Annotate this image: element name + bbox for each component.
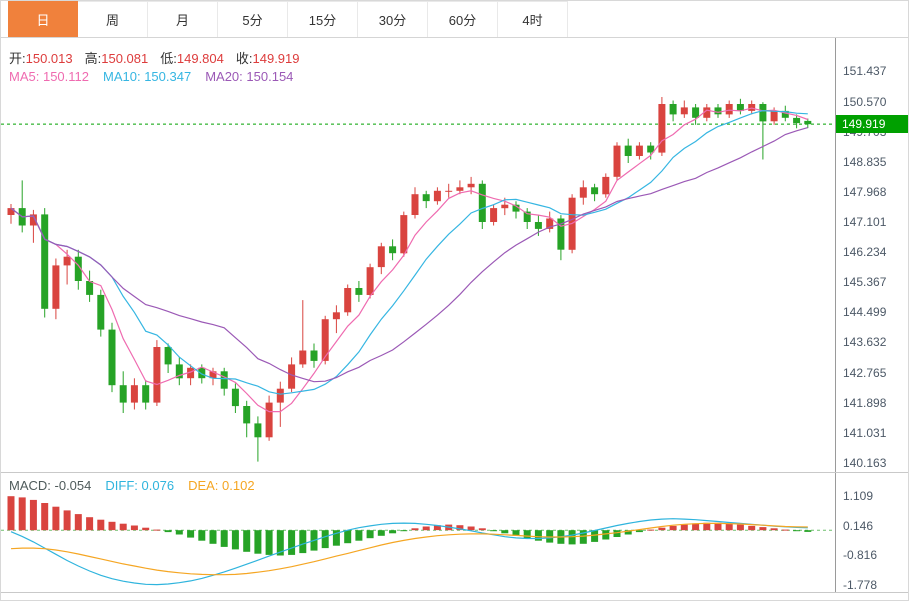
high-label: 高:: [84, 51, 102, 66]
macd-value-legend: MACD: -0.054: [9, 478, 92, 493]
low-group: 低:149.804: [160, 48, 224, 67]
ohlc-header: 开:150.013 高:150.081 低:149.804 收:149.919: [9, 48, 300, 67]
price-tick-label: 147.101: [843, 215, 887, 229]
period-toolbar: 日周月 5分 15分 30分 60分 4时: [1, 1, 908, 38]
close-group: 收:149.919: [236, 48, 300, 67]
macd-chart[interactable]: [1, 473, 835, 592]
high-group: 高:150.081: [85, 48, 149, 67]
current-price-badge: 149.919: [836, 115, 908, 134]
macd-tick-label: 1.109: [843, 488, 874, 503]
macd-tick-label: -0.816: [843, 548, 878, 563]
price-tick-label: 148.835: [843, 154, 887, 169]
close-value: 149.919: [252, 51, 300, 66]
ma20-legend: MA20: 150.154: [205, 69, 294, 84]
ma-legend: MA5: 150.112 MA10: 150.347 MA20: 150.154: [9, 69, 293, 84]
period-tab-6[interactable]: 60分: [428, 1, 498, 37]
period-tab-4[interactable]: 15分: [288, 1, 358, 37]
axis-divider: [835, 38, 836, 472]
price-tick-label: 143.632: [843, 335, 887, 350]
axis-divider: [835, 473, 836, 592]
macd-panel: 1.109 0.146 -0.816 -1.778 MACD: -0.054 DIFF…: [1, 473, 908, 593]
macd-tick-label: 0.146: [843, 518, 874, 533]
period-tab-5[interactable]: 30分: [358, 1, 428, 37]
price-tick-label: 141.898: [843, 395, 887, 410]
macd-tick-label: -1.778: [843, 578, 878, 593]
low-label: 低:: [160, 51, 177, 66]
price-tick-label: 151.437: [843, 64, 887, 79]
period-tab-3[interactable]: 5分: [218, 1, 288, 37]
period-tab-2[interactable]: 月: [148, 1, 218, 37]
price-tick-label: 145.367: [843, 275, 887, 290]
price-tick-label: 140.163: [843, 455, 887, 470]
period-tab-1[interactable]: 周: [78, 1, 148, 37]
price-tick-label: 141.031: [843, 425, 887, 440]
open-label: 开:: [9, 51, 26, 66]
period-tab-0[interactable]: 日: [8, 1, 78, 37]
close-label: 收:: [235, 51, 253, 66]
ma10-legend: MA10: 150.347: [103, 69, 192, 84]
price-tick-label: 144.499: [843, 305, 887, 320]
period-tab-7[interactable]: 4时: [498, 1, 568, 37]
low-value: 149.804: [176, 51, 224, 66]
open-group: 开:150.013: [9, 48, 73, 67]
main-chart-panel: 151.437150.570149.703148.835147.968147.1…: [1, 38, 908, 473]
price-tick-label: 147.968: [843, 184, 887, 199]
price-tick-label: 146.234: [843, 245, 887, 260]
price-tick-label: 142.765: [843, 365, 887, 380]
macd-axis: 1.109 0.146 -0.816 -1.778: [836, 473, 908, 592]
high-value: 150.081: [101, 51, 149, 66]
dea-value-legend: DEA: 0.102: [188, 478, 255, 493]
macd-legend: MACD: -0.054 DIFF: 0.076 DEA: 0.102: [9, 478, 255, 493]
price-tick-label: 150.570: [843, 94, 887, 109]
diff-value-legend: DIFF: 0.076: [105, 478, 175, 493]
open-value: 150.013: [25, 51, 73, 66]
ma5-legend: MA5: 150.112: [9, 69, 89, 84]
candlestick-chart[interactable]: [1, 38, 835, 472]
price-axis: 151.437150.570149.703148.835147.968147.1…: [836, 38, 908, 472]
